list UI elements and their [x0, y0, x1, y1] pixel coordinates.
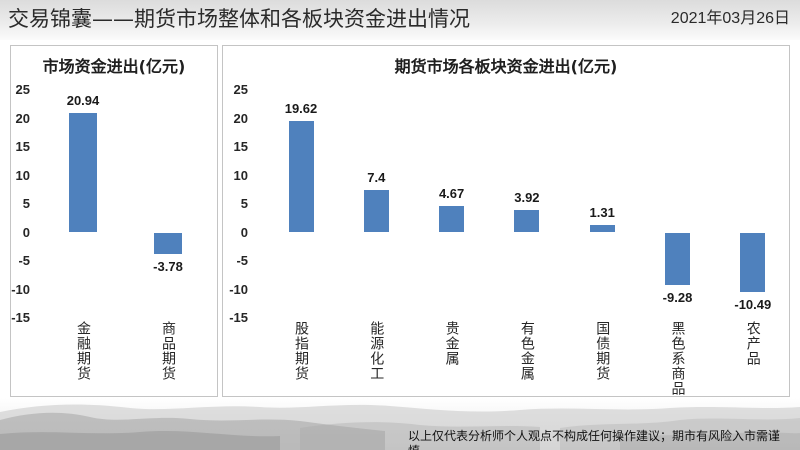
- far-hill: [0, 404, 800, 450]
- sector-y-tick-label-5: 0: [240, 224, 248, 240]
- sector-y-tick-label-8: -15: [229, 310, 248, 325]
- market-y-tick-label-4: 5: [22, 196, 30, 211]
- sector-value-label-1: 7.4: [367, 170, 386, 186]
- sector-bar-5: [665, 232, 690, 286]
- sector-category-label-1: 能源化工: [368, 321, 385, 381]
- market-y-tick-label-6: -5: [18, 253, 30, 268]
- sector-category-label-6: 农产品: [744, 321, 761, 366]
- sector-bar-3: [514, 210, 540, 233]
- sector-category-label-4: 国债期货: [594, 321, 611, 381]
- market-y-tick-label-3: 10: [15, 167, 30, 183]
- sector-bar-0: [288, 120, 314, 233]
- sector-bar-6: [740, 232, 766, 293]
- sector-y-tick-label-0: 25: [233, 82, 248, 97]
- sector-value-label-6: -10.49: [734, 297, 772, 313]
- sector-flow-chart-title: 期货市场各板块资金进出(亿元): [394, 57, 618, 76]
- sector-category-label-3: 有色金属: [518, 321, 535, 381]
- sector-bar-1: [363, 190, 389, 233]
- mid-hill-center: [300, 422, 540, 450]
- sector-value-label-3: 3.92: [514, 190, 540, 206]
- near-hill-right: [620, 432, 800, 450]
- market-y-tick-label-2: 15: [15, 139, 30, 154]
- market-category-label-0: 金融期货: [75, 321, 91, 381]
- market-y-tick-label-7: -10: [11, 281, 30, 297]
- market-bar-0: [69, 113, 97, 233]
- near-hill-left: [0, 431, 280, 450]
- sector-value-label-5: -9.28: [662, 290, 693, 306]
- market-y-tick-label-8: -15: [11, 310, 30, 325]
- market-value-label-0: 20.94: [66, 93, 100, 109]
- sector-category-label-2: 贵金属: [443, 321, 460, 366]
- slide-header: 交易锦囊——期货市场整体和各板块资金进出情况 2021年03月26日: [0, 0, 800, 40]
- sector-category-label-5: 黑色系商品: [669, 321, 686, 396]
- sector-y-tick-label-1: 20: [233, 110, 248, 126]
- market-bar-1: [154, 232, 182, 255]
- sector-y-tick-label-3: 10: [233, 167, 248, 183]
- sector-bar-2: [439, 205, 465, 233]
- sector-y-tick-label-2: 15: [233, 139, 248, 154]
- market-y-tick-label-0: 25: [15, 82, 30, 97]
- market-category-label-1: 商品期货: [160, 321, 176, 381]
- market-flow-chart-panel: 市场资金进出(亿元) 25 20 15 10 5 0 -5 -10 -15 20.94 金融期货 -3…: [10, 45, 218, 397]
- sector-y-tick-label-7: -10: [229, 281, 248, 297]
- market-flow-chart-title: 市场资金进出(亿元): [42, 57, 186, 76]
- sector-category-label-0: 股指期货: [293, 321, 309, 381]
- market-y-tick-label-1: 20: [15, 110, 30, 126]
- report-date: 2021年03月26日: [670, 10, 790, 27]
- market-y-tick-label-5: 0: [22, 224, 30, 240]
- ink-landscape-image: [0, 404, 800, 450]
- disclaimer-text: 以上仅代表分析师个人观点不构成任何操作建议；期市有风险入市需谨慎: [408, 429, 781, 450]
- sector-y-tick-label-6: -5: [236, 253, 248, 268]
- sector-bar-4: [589, 225, 615, 233]
- sector-flow-chart-panel: 期货市场各板块资金进出(亿元) 25 20 15 10 5 0 -5 -10 -15 19.62 股…: [222, 45, 790, 397]
- sector-value-label-2: 4.67: [438, 185, 465, 201]
- ink-landscape-decoration: [0, 398, 800, 450]
- sector-value-label-0: 19.62: [284, 100, 318, 116]
- mid-hill-left: [0, 412, 385, 450]
- page-title: 交易锦囊——期货市场整体和各板块资金进出情况: [8, 7, 470, 31]
- mid-hill-right: [560, 418, 800, 450]
- sector-value-label-4: 1.31: [589, 205, 615, 221]
- market-value-label-1: -3.78: [153, 259, 183, 275]
- sector-y-tick-label-4: 5: [240, 196, 248, 211]
